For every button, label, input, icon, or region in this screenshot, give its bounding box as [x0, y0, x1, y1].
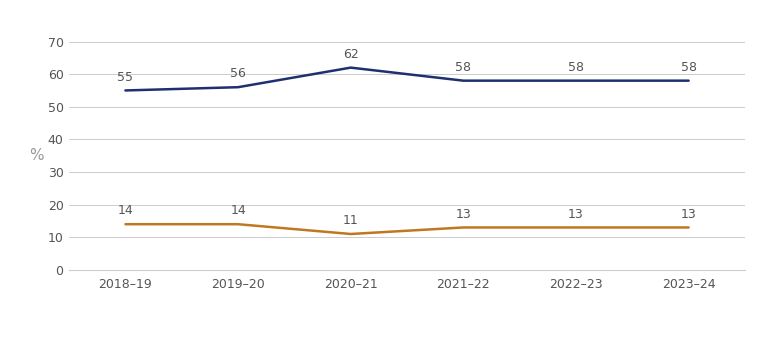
Text: 13: 13	[680, 208, 697, 220]
Text: 62: 62	[343, 48, 359, 61]
Trust	[684, 79, 694, 83]
Trust	[458, 79, 468, 83]
Text: 13: 13	[568, 208, 584, 220]
Text: 58: 58	[455, 61, 472, 74]
Distrust	[458, 225, 468, 229]
Distrust	[571, 225, 581, 229]
Distrust	[684, 225, 694, 229]
Trust	[121, 88, 130, 92]
Text: 55: 55	[118, 71, 134, 83]
Line: Trust: Trust	[125, 67, 689, 90]
Distrust	[121, 222, 130, 226]
Trust	[346, 65, 356, 70]
Line: Distrust: Distrust	[125, 224, 689, 234]
Text: 13: 13	[455, 208, 472, 220]
Text: 14: 14	[230, 204, 246, 217]
Distrust	[233, 222, 243, 226]
Text: 14: 14	[118, 204, 134, 217]
Distrust	[346, 232, 356, 236]
Text: 11: 11	[343, 214, 359, 227]
Trust	[571, 79, 581, 83]
Trust	[233, 85, 243, 89]
Text: 58: 58	[568, 61, 584, 74]
Text: 58: 58	[680, 61, 697, 74]
Text: 56: 56	[230, 67, 246, 80]
Y-axis label: %: %	[29, 148, 44, 163]
